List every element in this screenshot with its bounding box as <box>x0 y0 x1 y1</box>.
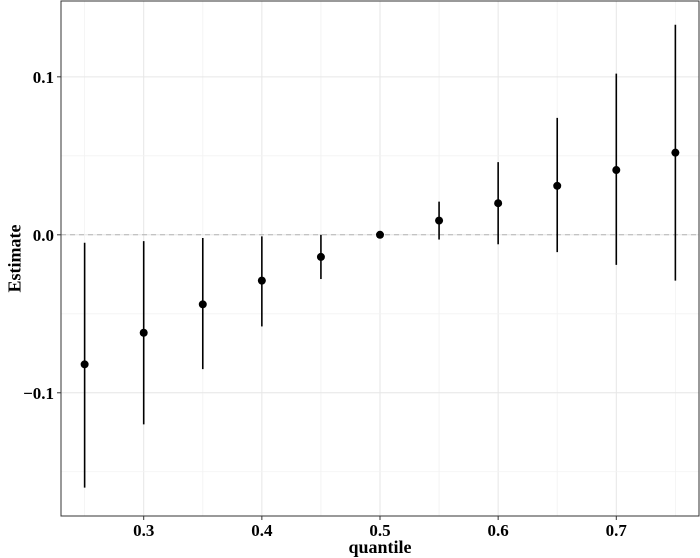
y-tick-label: 0.1 <box>33 68 54 87</box>
y-tick-label: 0.0 <box>33 226 54 245</box>
x-tick-label: 0.7 <box>606 521 628 540</box>
estimate-mark <box>316 234 325 280</box>
x-tick-label: 0.5 <box>369 521 390 540</box>
estimate-mark <box>435 201 444 240</box>
estimate-mark <box>553 117 562 253</box>
estimate-point <box>612 166 621 175</box>
estimate-point <box>198 300 207 309</box>
estimate-point <box>376 230 384 239</box>
estimate-mark <box>612 73 621 265</box>
estimate-mark <box>139 241 148 425</box>
y-tick-label: −0.1 <box>23 384 54 403</box>
x-tick-label: 0.3 <box>133 521 154 540</box>
estimate-point <box>316 252 325 261</box>
estimate-mark <box>198 237 207 370</box>
estimate-point <box>139 328 148 337</box>
x-tick-label: 0.6 <box>488 521 509 540</box>
x-axis-title: quantile <box>348 537 411 557</box>
estimate-point <box>671 148 680 157</box>
estimate-series <box>80 24 680 488</box>
estimate-mark <box>80 242 89 488</box>
y-axis-ticks: −0.1 0.0 0.1 <box>23 68 61 403</box>
estimate-mark <box>376 230 384 239</box>
estimate-point <box>435 216 444 225</box>
estimate-point <box>257 276 266 285</box>
y-axis-title: Estimate <box>4 224 24 292</box>
estimate-point <box>494 199 503 208</box>
grid-lines <box>61 1 699 516</box>
x-tick-label: 0.4 <box>251 521 273 540</box>
estimate-point <box>553 181 562 190</box>
estimate-mark <box>494 162 503 245</box>
estimate-mark <box>671 24 680 281</box>
estimate-mark <box>257 236 266 327</box>
x-axis-ticks: 0.3 0.4 0.5 0.6 0.7 <box>133 516 627 540</box>
estimate-point <box>80 360 89 369</box>
